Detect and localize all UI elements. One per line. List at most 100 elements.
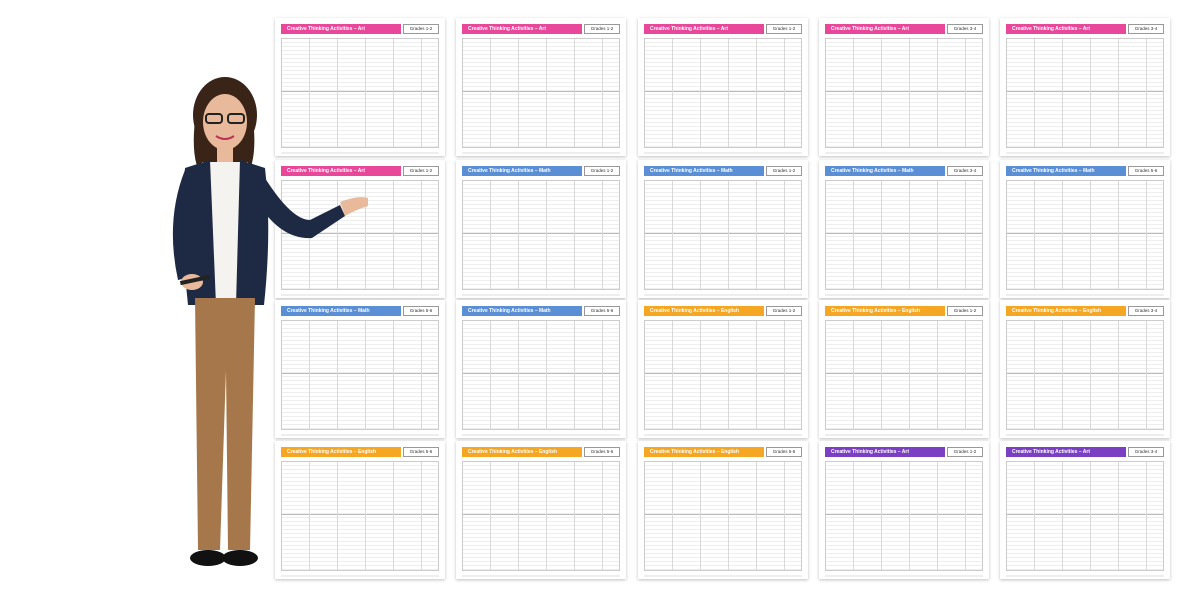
- presenter-illustration: [172, 77, 368, 566]
- activity-table: [825, 320, 983, 430]
- page-thumbnail: Creative Thinking Activities – English Gr…: [819, 300, 989, 438]
- page-title: Creative Thinking Activities – Art: [644, 24, 764, 34]
- page-header: Creative Thinking Activities – Math Grade…: [281, 306, 439, 316]
- grade-label: Grades 1-2: [403, 166, 439, 176]
- page-thumbnail: Creative Thinking Activities – Math Grade…: [638, 160, 808, 298]
- grade-label: Grades 1-2: [766, 306, 802, 316]
- activity-table: [281, 461, 439, 571]
- page-thumbnail: Creative Thinking Activities – Art Grades…: [819, 441, 989, 579]
- page-header: Creative Thinking Activities – English Gr…: [644, 306, 802, 316]
- grade-label: Grades 3-4: [947, 166, 983, 176]
- activity-table: [281, 38, 439, 148]
- page-thumbnail: Creative Thinking Activities – Art Grades…: [638, 18, 808, 156]
- page-header: Creative Thinking Activities – Math Grade…: [1006, 166, 1164, 176]
- grade-label: Grades 5-6: [403, 447, 439, 457]
- page-footer: [281, 294, 439, 296]
- activity-table: [825, 180, 983, 290]
- activity-table: [281, 320, 439, 430]
- page-footer: [1006, 434, 1164, 436]
- page-footer: [644, 294, 802, 296]
- page-header: Creative Thinking Activities – English Gr…: [644, 447, 802, 457]
- page-thumbnail: Creative Thinking Activities – Math Grade…: [275, 300, 445, 438]
- page-title: Creative Thinking Activities – Math: [1006, 166, 1126, 176]
- page-title: Creative Thinking Activities – English: [281, 447, 401, 457]
- page-footer: [462, 152, 620, 154]
- page-header: Creative Thinking Activities – English Gr…: [281, 447, 439, 457]
- activity-table: [825, 38, 983, 148]
- grade-label: Grades 5-6: [1128, 166, 1164, 176]
- page-title: Creative Thinking Activities – Math: [462, 166, 582, 176]
- activity-table: [1006, 320, 1164, 430]
- page-title: Creative Thinking Activities – English: [1006, 306, 1126, 316]
- page-footer: [644, 434, 802, 436]
- page-title: Creative Thinking Activities – Math: [281, 306, 401, 316]
- page-footer: [825, 152, 983, 154]
- grade-label: Grades 1-2: [766, 166, 802, 176]
- activity-table: [644, 180, 802, 290]
- page-thumbnail: Creative Thinking Activities – English Gr…: [456, 441, 626, 579]
- grade-label: Grades 1-2: [947, 306, 983, 316]
- activity-table: [462, 38, 620, 148]
- page-header: Creative Thinking Activities – Art Grades…: [462, 24, 620, 34]
- page-header: Creative Thinking Activities – English Gr…: [825, 306, 983, 316]
- page-footer: [1006, 575, 1164, 577]
- page-thumbnail: Creative Thinking Activities – Art Grades…: [819, 18, 989, 156]
- page-header: Creative Thinking Activities – English Gr…: [462, 447, 620, 457]
- page-title: Creative Thinking Activities – English: [462, 447, 582, 457]
- grade-label: Grades 3-4: [1128, 24, 1164, 34]
- page-footer: [825, 575, 983, 577]
- page-thumbnail: Creative Thinking Activities – English Gr…: [638, 300, 808, 438]
- page-header: Creative Thinking Activities – Math Grade…: [462, 166, 620, 176]
- page-footer: [644, 575, 802, 577]
- activity-table: [462, 461, 620, 571]
- page-thumbnail: Creative Thinking Activities – English Gr…: [275, 441, 445, 579]
- page-thumbnail: Creative Thinking Activities – English Gr…: [638, 441, 808, 579]
- activity-table: [1006, 180, 1164, 290]
- activity-table: [644, 320, 802, 430]
- grade-label: Grades 1-2: [584, 166, 620, 176]
- grade-label: Grades 1-2: [766, 24, 802, 34]
- page-footer: [462, 434, 620, 436]
- page-thumbnail: Creative Thinking Activities – Art Grades…: [1000, 18, 1170, 156]
- page-title: Creative Thinking Activities – Art: [281, 166, 401, 176]
- page-title: Creative Thinking Activities – Art: [281, 24, 401, 34]
- grade-label: Grades 1-2: [584, 24, 620, 34]
- page-title: Creative Thinking Activities – Art: [1006, 24, 1126, 34]
- grade-label: Grades 5-6: [403, 306, 439, 316]
- grade-label: Grades 3-4: [947, 24, 983, 34]
- grade-label: Grades 5-6: [766, 447, 802, 457]
- page-footer: [1006, 294, 1164, 296]
- page-footer: [825, 294, 983, 296]
- page-thumbnail: Creative Thinking Activities – Art Grades…: [1000, 441, 1170, 579]
- page-title: Creative Thinking Activities – Math: [644, 166, 764, 176]
- activity-table: [644, 461, 802, 571]
- page-footer: [281, 575, 439, 577]
- page-title: Creative Thinking Activities – Art: [825, 447, 945, 457]
- page-header: Creative Thinking Activities – Math Grade…: [825, 166, 983, 176]
- page-title: Creative Thinking Activities – Math: [825, 166, 945, 176]
- page-title: Creative Thinking Activities – Art: [825, 24, 945, 34]
- page-title: Creative Thinking Activities – English: [644, 306, 764, 316]
- page-title: Creative Thinking Activities – English: [644, 447, 764, 457]
- page-thumbnail: Creative Thinking Activities – Art Grades…: [456, 18, 626, 156]
- page-thumbnail: Creative Thinking Activities – Math Grade…: [456, 160, 626, 298]
- page-title: Creative Thinking Activities – Art: [462, 24, 582, 34]
- grade-label: Grades 1-2: [403, 24, 439, 34]
- page-header: Creative Thinking Activities – Math Grade…: [462, 306, 620, 316]
- grade-label: Grades 5-6: [584, 447, 620, 457]
- page-header: Creative Thinking Activities – Math Grade…: [644, 166, 802, 176]
- activity-table: [1006, 38, 1164, 148]
- page-header: Creative Thinking Activities – Art Grades…: [1006, 447, 1164, 457]
- page-footer: [644, 152, 802, 154]
- page-thumbnail: Creative Thinking Activities – Math Grade…: [819, 160, 989, 298]
- page-header: Creative Thinking Activities – Art Grades…: [644, 24, 802, 34]
- page-footer: [462, 575, 620, 577]
- page-header: Creative Thinking Activities – Art Grades…: [281, 24, 439, 34]
- page-thumbnail: Creative Thinking Activities – Art Grades…: [275, 18, 445, 156]
- page-title: Creative Thinking Activities – Math: [462, 306, 582, 316]
- activity-table: [462, 180, 620, 290]
- page-header: Creative Thinking Activities – English Gr…: [1006, 306, 1164, 316]
- page-title: Creative Thinking Activities – Art: [1006, 447, 1126, 457]
- page-header: Creative Thinking Activities – Art Grades…: [281, 166, 439, 176]
